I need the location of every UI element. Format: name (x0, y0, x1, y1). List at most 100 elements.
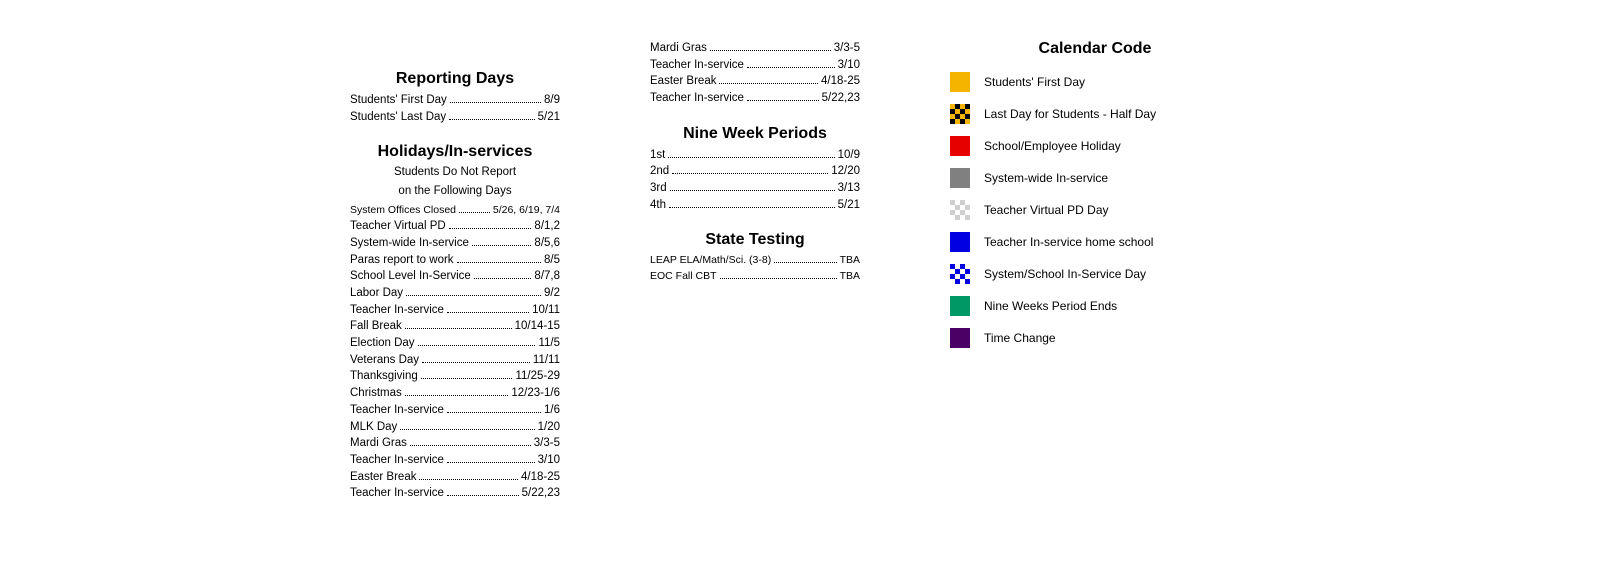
row-value: 12/23-1/6 (511, 385, 560, 402)
legend-row: Last Day for Students - Half Day (950, 104, 1240, 124)
list-row: Students' Last Day5/21 (350, 109, 560, 126)
row-label: Teacher Virtual PD (350, 218, 446, 235)
row-label: Fall Break (350, 318, 402, 335)
row-value: 8/5 (544, 252, 560, 269)
row-label: System-wide In-service (350, 235, 469, 252)
row-dots (419, 471, 518, 479)
row-dots (720, 271, 837, 278)
legend-swatch (950, 104, 970, 124)
list-row: School Level In-Service8/7,8 (350, 268, 560, 285)
row-label: 2nd (650, 163, 669, 180)
list-row: Easter Break 4/18-25 (650, 73, 860, 90)
row-label: Christmas (350, 385, 402, 402)
row-label: Easter Break (650, 73, 716, 90)
legend-row: Teacher In-service home school (950, 232, 1240, 252)
row-label: Election Day (350, 335, 415, 352)
legend-row: System-wide In-service (950, 168, 1240, 188)
row-value: 1/6 (544, 402, 560, 419)
list-row: Christmas 12/23-1/6 (350, 385, 560, 402)
list-row: Veterans Day11/11 (350, 352, 560, 369)
legend-row: Teacher Virtual PD Day (950, 200, 1240, 220)
legend-swatch (950, 328, 970, 348)
row-label: School Level In-Service (350, 268, 471, 285)
row-value: 3/3-5 (834, 40, 860, 57)
list-row: 4th5/21 (650, 197, 860, 214)
legend-label: System-wide In-service (984, 171, 1108, 185)
row-label: Teacher In-service (350, 302, 444, 319)
row-value: 5/22,23 (822, 90, 860, 107)
row-label: Teacher In-service (350, 452, 444, 469)
row-dots (472, 238, 532, 246)
row-dots (418, 338, 536, 346)
list-row: Mardi Gras 3/3-5 (350, 435, 560, 452)
row-value: 11/5 (538, 335, 560, 352)
row-label: MLK Day (350, 419, 397, 436)
list-row: Fall Break10/14-15 (350, 318, 560, 335)
list-row: System Offices Closed 5/26, 6/19, 7/4 (350, 203, 560, 218)
row-value: 3/10 (538, 452, 560, 469)
list-row: 2nd12/20 (650, 163, 860, 180)
row-dots (747, 93, 819, 101)
state-testing-list: LEAP ELA/Math/Sci. (3-8)TBAEOC Fall CBTT… (650, 253, 860, 283)
row-label: Labor Day (350, 285, 403, 302)
list-row: Teacher In-service 3/10 (350, 452, 560, 469)
list-row: Labor Day9/2 (350, 285, 560, 302)
legend-swatch (950, 168, 970, 188)
row-label: Students' First Day (350, 92, 447, 109)
row-dots (474, 271, 532, 279)
row-dots (421, 371, 513, 379)
row-dots (447, 405, 541, 413)
list-row: Students' First Day8/9 (350, 92, 560, 109)
row-dots (405, 388, 509, 396)
list-row: 1st 10/9 (650, 147, 860, 164)
list-row: Paras report to work 8/5 (350, 252, 560, 269)
row-value: 11/25-29 (515, 368, 560, 385)
row-value: 5/26, 6/19, 7/4 (493, 203, 560, 218)
row-value: 8/5,6 (534, 235, 560, 252)
row-value: 4/18-25 (821, 73, 860, 90)
row-label: Students' Last Day (350, 109, 446, 126)
legend-label: Nine Weeks Period Ends (984, 299, 1117, 313)
row-dots (710, 43, 831, 51)
reporting-days-heading: Reporting Days (350, 70, 560, 88)
list-row: MLK Day 1/20 (350, 419, 560, 436)
list-row: LEAP ELA/Math/Sci. (3-8)TBA (650, 253, 860, 268)
row-label: System Offices Closed (350, 203, 456, 218)
row-value: TBA (840, 269, 860, 284)
state-testing-heading: State Testing (650, 231, 860, 249)
legend-swatch (950, 296, 970, 316)
legend-swatch (950, 264, 970, 284)
row-label: Mardi Gras (650, 40, 707, 57)
row-label: Mardi Gras (350, 435, 407, 452)
row-value: 3/3-5 (534, 435, 560, 452)
row-label: Teacher In-service (350, 485, 444, 502)
legend-row: Students' First Day (950, 72, 1240, 92)
legend-row: Nine Weeks Period Ends (950, 296, 1240, 316)
row-value: 1/20 (538, 419, 560, 436)
list-row: Teacher In-service 3/10 (650, 57, 860, 74)
list-row: Mardi Gras 3/3-5 (650, 40, 860, 57)
row-dots (670, 183, 835, 191)
list-row: System-wide In-service 8/5,6 (350, 235, 560, 252)
row-label: 1st (650, 147, 665, 164)
list-row: Teacher In-service1/6 (350, 402, 560, 419)
row-value: 10/9 (838, 147, 860, 164)
row-value: 3/10 (838, 57, 860, 74)
legend-row: System/School In-Service Day (950, 264, 1240, 284)
row-label: Paras report to work (350, 252, 454, 269)
row-value: 8/1,2 (534, 218, 560, 235)
list-row: 3rd3/13 (650, 180, 860, 197)
row-label: Teacher In-service (650, 57, 744, 74)
row-value: 5/21 (838, 197, 860, 214)
row-dots (669, 200, 835, 208)
row-dots (406, 288, 541, 296)
row-dots (422, 355, 530, 363)
holidays-list: System Offices Closed 5/26, 6/19, 7/4 Teac… (350, 203, 560, 502)
legend-row: School/Employee Holiday (950, 136, 1240, 156)
holidays-heading: Holidays/In-services (350, 143, 560, 161)
row-dots (410, 438, 531, 446)
row-label: LEAP ELA/Math/Sci. (3-8) (650, 253, 771, 268)
holidays-continued-list: Mardi Gras3/3-5Teacher In-service3/10Eas… (650, 40, 860, 107)
legend-label: Last Day for Students - Half Day (984, 107, 1156, 121)
column-right: Calendar Code Students' First DayLast Da… (950, 40, 1240, 584)
